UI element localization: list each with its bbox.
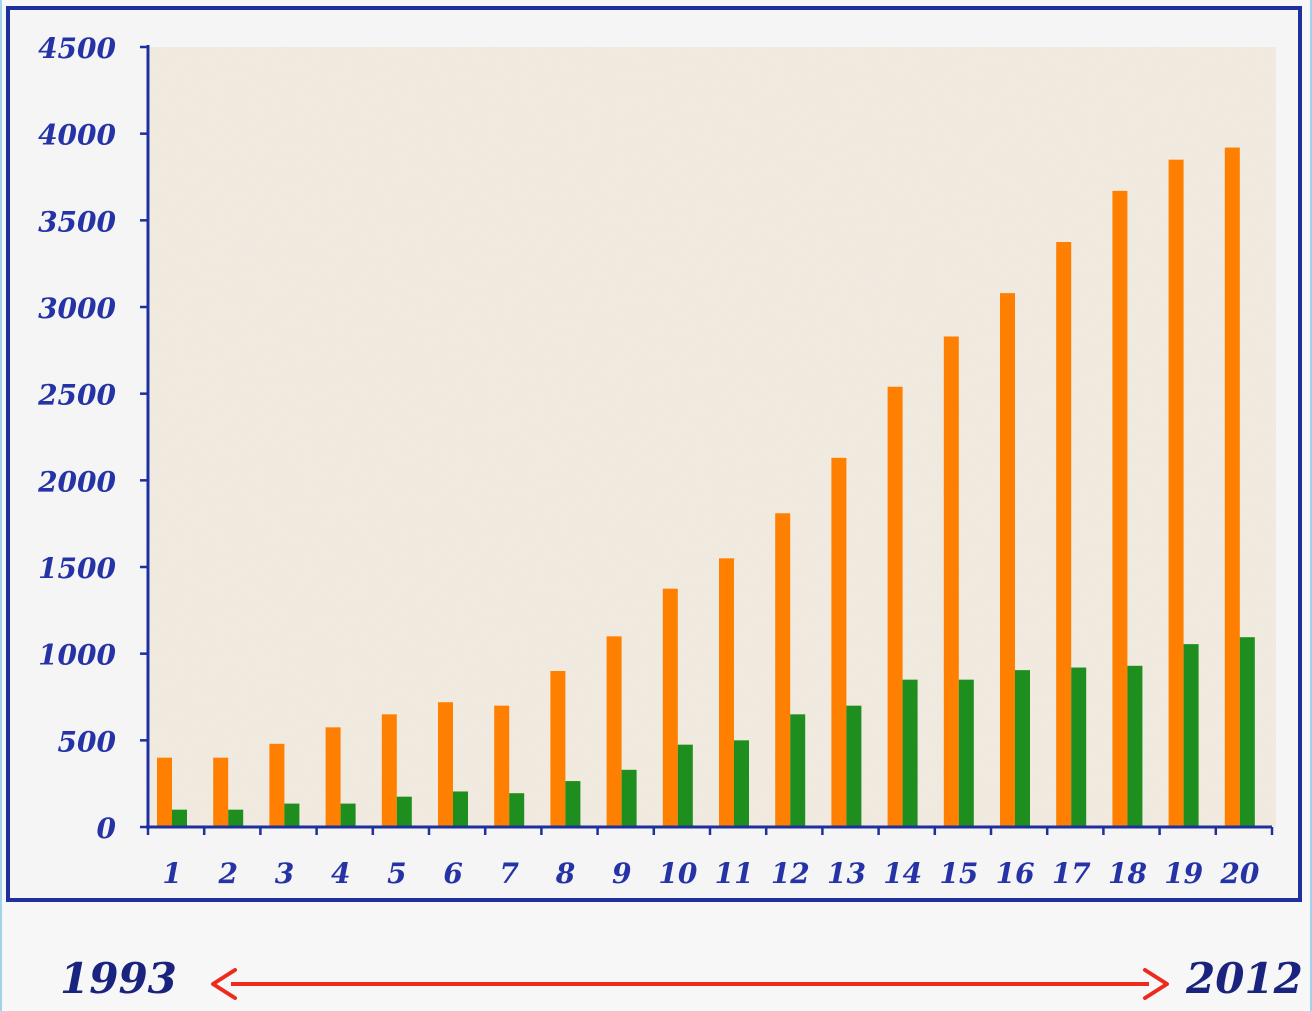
bar-s1-14 — [887, 386, 903, 827]
bar-s1-19 — [1168, 159, 1184, 828]
bar-s1-16 — [1000, 293, 1015, 827]
end-year-label: 2012 — [1186, 954, 1303, 1003]
x-tick-label-5: 5 — [387, 857, 406, 890]
bar-s2-6 — [453, 791, 468, 827]
bar-s1-5 — [381, 714, 397, 827]
x-tick-labels: 1 2 3 4 5 6 7 8 9 10 11 12 13 14 15 16 17 18 19 20 — [162, 857, 1260, 890]
y-tick-label-2000: 2000 — [37, 465, 116, 498]
bar-s2-8 — [565, 781, 581, 827]
y-tick-label-3500: 3500 — [38, 205, 116, 238]
bar-s2-1 — [172, 809, 187, 827]
arrow-head-right — [1143, 968, 1169, 1000]
bar-s1-2 — [213, 757, 229, 827]
x-tick-label-15: 15 — [939, 857, 978, 890]
bar-s1-4 — [325, 727, 341, 827]
bar-s1-8 — [550, 671, 566, 827]
bar-s2-14 — [902, 679, 918, 827]
x-tick-label-8: 8 — [555, 857, 575, 890]
x-tick-label-1: 1 — [162, 857, 181, 890]
bar-s2-5 — [396, 796, 412, 827]
bar-s2-15 — [958, 679, 974, 827]
y-tick-label-1500: 1500 — [38, 552, 116, 585]
bar-s2-17 — [1071, 667, 1087, 827]
bar-s2-3 — [284, 803, 300, 827]
y-tick-labels: 0 500 1000 1500 2000 2500 3000 3500 4000 4500 — [37, 32, 116, 845]
bar-s2-12 — [790, 714, 806, 827]
bar-s2-19 — [1183, 644, 1199, 827]
bar-s1-18 — [1112, 190, 1128, 827]
bar-s1-11 — [719, 558, 734, 827]
plot-texture — [150, 47, 1276, 827]
x-tick-label-11: 11 — [715, 857, 754, 890]
x-tick-label-9: 9 — [612, 857, 631, 890]
bar-s1-20 — [1224, 147, 1240, 827]
bar-s2-18 — [1127, 665, 1143, 827]
bar-s1-13 — [831, 457, 847, 827]
x-tick-label-17: 17 — [1052, 857, 1091, 890]
bar-s1-3 — [269, 743, 285, 827]
bar-s2-4 — [340, 803, 356, 827]
bar-s2-9 — [621, 769, 637, 827]
x-tick-label-20: 20 — [1219, 857, 1259, 890]
x-tick-label-7: 7 — [500, 857, 520, 890]
bar-s1-1 — [157, 757, 172, 827]
bar-s1-15 — [943, 336, 959, 827]
x-tick-label-6: 6 — [443, 857, 462, 890]
x-tick-label-14: 14 — [883, 857, 922, 890]
y-tick-label-1000: 1000 — [38, 639, 116, 672]
bar-s2-2 — [228, 809, 244, 827]
x-tick-label-2: 2 — [218, 857, 238, 890]
bar-s1-12 — [775, 513, 791, 827]
x-tick-label-12: 12 — [771, 857, 810, 890]
x-tick-label-18: 18 — [1108, 857, 1147, 890]
x-tick-label-10: 10 — [658, 857, 697, 890]
bar-s1-10 — [662, 588, 678, 827]
start-year-label: 1993 — [60, 954, 177, 1003]
timeline-arrow-icon — [211, 968, 1169, 1000]
x-tick-label-4: 4 — [331, 857, 350, 890]
y-tick-label-2500: 2500 — [37, 379, 116, 412]
y-tick-label-4000: 4000 — [38, 119, 116, 152]
bar-s1-17 — [1056, 242, 1072, 827]
bar-s1-7 — [494, 705, 510, 827]
y-tick-label-500: 500 — [58, 725, 117, 758]
x-tick-label-13: 13 — [827, 857, 866, 890]
x-tick-label-19: 19 — [1164, 857, 1203, 890]
y-tick-label-4500: 4500 — [38, 32, 116, 65]
double-arrow — [211, 968, 1169, 1000]
arrow-head-left — [211, 968, 237, 1000]
bar-s2-13 — [846, 705, 862, 827]
y-tick-label-3000: 3000 — [38, 292, 116, 325]
bar-s1-9 — [606, 636, 622, 827]
axes-group — [140, 45, 1274, 835]
x-tick-label-16: 16 — [996, 857, 1035, 890]
bar-s2-7 — [509, 793, 525, 827]
bar-s2-10 — [677, 744, 693, 827]
bar-s2-20 — [1239, 637, 1255, 827]
bar-s2-16 — [1015, 670, 1030, 827]
bars-group — [157, 147, 1255, 828]
x-tick-label-3: 3 — [275, 857, 294, 890]
y-tick-label-0: 0 — [97, 812, 117, 845]
bar-s1-6 — [438, 702, 453, 827]
bar-s2-11 — [734, 740, 749, 827]
